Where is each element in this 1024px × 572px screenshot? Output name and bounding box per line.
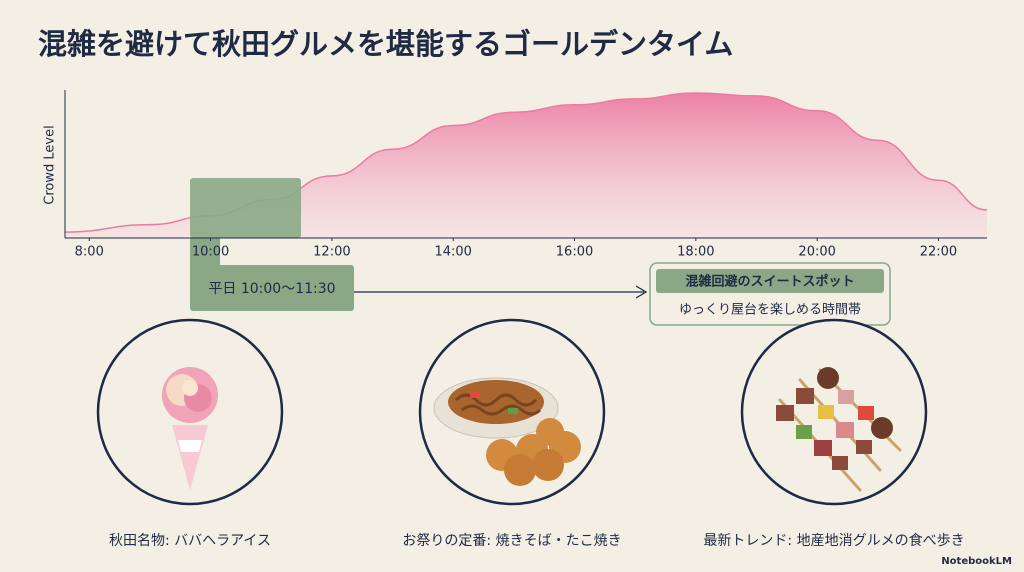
x-tick-label: 18:00	[677, 245, 714, 260]
footer: NotebookLM	[941, 556, 1012, 567]
arrow-head	[635, 285, 648, 299]
x-tick-label: 10:00	[192, 245, 229, 260]
yakisoba-icon	[433, 377, 581, 486]
y-axis-label: Crowd Level	[43, 125, 58, 204]
highlight-zone	[190, 178, 301, 238]
highlight-label: 平日 10:00〜11:30	[208, 281, 335, 297]
skewer-icon	[776, 367, 902, 492]
highlight-box	[190, 265, 354, 311]
x-tick-label: 22:00	[920, 245, 957, 260]
x-tick-label: 20:00	[798, 245, 835, 260]
food-caption: 秋田名物: ババヘラアイス	[109, 533, 271, 549]
callout-heading: 混雑回避のスイートスポット	[685, 274, 854, 290]
highlight-stem	[190, 238, 220, 268]
x-tick-label: 14:00	[434, 245, 471, 260]
plot: 8:00 10:00 12:00 14:00 16:00 18:00 20:00 22:00	[64, 90, 988, 268]
x-tick-label: 8:00	[75, 245, 104, 260]
chart-title: 混雑を避けて秋田グルメを堪能するゴールデンタイム	[38, 27, 733, 61]
food-caption: 最新トレンド: 地産地消グルメの食べ歩き	[703, 532, 964, 549]
callout-heading-bg	[656, 269, 884, 293]
callout-text: ゆっくり屋台を楽しめる時間帯	[679, 302, 861, 318]
x-tick-label: 16:00	[556, 245, 593, 260]
x-tick-label: 12:00	[313, 245, 350, 260]
food-caption: お祭りの定番: 焼きそば・たこ焼き	[402, 533, 621, 549]
ice-cream-icon	[162, 367, 218, 490]
